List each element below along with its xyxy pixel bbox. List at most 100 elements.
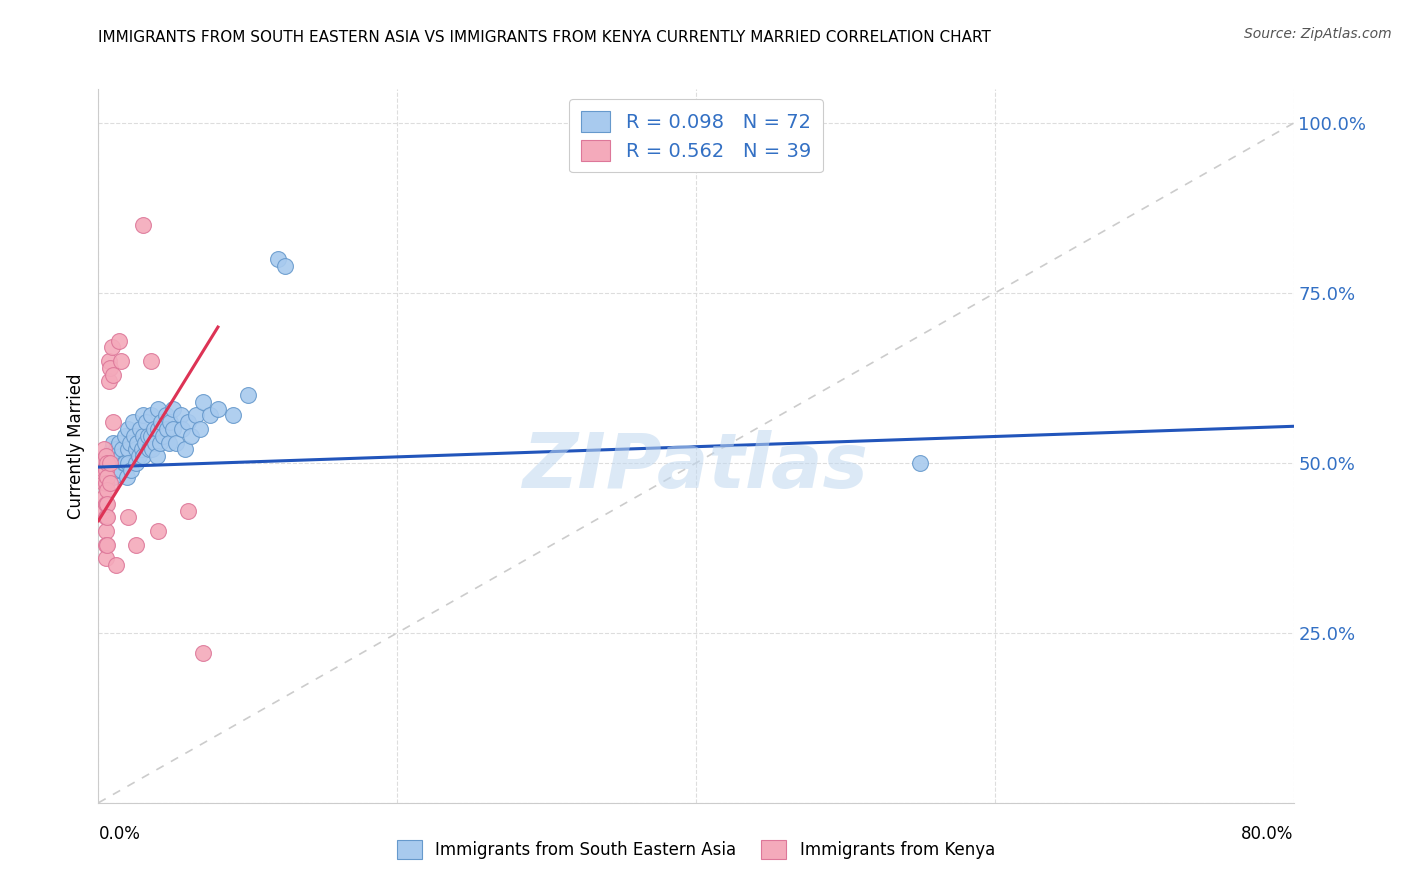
- Point: [103, 368, 125, 382]
- Text: Source: ZipAtlas.com: Source: ZipAtlas.com: [1244, 27, 1392, 41]
- Point: [148, 401, 170, 416]
- Point: [110, 354, 132, 368]
- Point: [184, 409, 207, 423]
- Point: [108, 334, 131, 348]
- Point: [118, 435, 141, 450]
- Point: [103, 456, 125, 470]
- Point: [125, 537, 148, 551]
- Point: [124, 429, 146, 443]
- Point: [157, 435, 180, 450]
- Text: 0.0%: 0.0%: [98, 825, 141, 843]
- Point: [117, 510, 139, 524]
- Point: [117, 442, 139, 457]
- Point: [114, 456, 136, 470]
- Point: [132, 429, 155, 443]
- Point: [121, 415, 143, 429]
- Point: [93, 476, 115, 491]
- Point: [93, 442, 115, 457]
- Point: [91, 469, 114, 483]
- Legend: Immigrants from South Eastern Asia, Immigrants from Kenya: Immigrants from South Eastern Asia, Immi…: [391, 834, 1001, 866]
- Point: [148, 524, 170, 538]
- Point: [94, 537, 117, 551]
- Point: [103, 415, 125, 429]
- Point: [117, 456, 139, 470]
- Point: [172, 422, 194, 436]
- Point: [93, 463, 115, 477]
- Text: 80.0%: 80.0%: [1241, 825, 1294, 843]
- Point: [117, 422, 139, 436]
- Point: [143, 435, 166, 450]
- Point: [138, 442, 160, 457]
- Point: [100, 360, 122, 375]
- Point: [105, 558, 128, 572]
- Text: IMMIGRANTS FROM SOUTH EASTERN ASIA VS IMMIGRANTS FROM KENYA CURRENTLY MARRIED CO: IMMIGRANTS FROM SOUTH EASTERN ASIA VS IM…: [98, 29, 991, 45]
- Point: [125, 456, 148, 470]
- Point: [132, 409, 155, 423]
- Point: [267, 252, 290, 266]
- Point: [94, 456, 117, 470]
- Point: [141, 442, 163, 457]
- Point: [96, 537, 118, 551]
- Point: [177, 415, 200, 429]
- Point: [114, 429, 136, 443]
- Point: [139, 354, 162, 368]
- Point: [127, 435, 149, 450]
- Point: [169, 409, 191, 423]
- Point: [104, 449, 127, 463]
- Point: [94, 551, 117, 566]
- Point: [145, 449, 167, 463]
- Point: [103, 469, 125, 483]
- Point: [180, 429, 202, 443]
- Point: [94, 497, 117, 511]
- Point: [101, 442, 124, 457]
- Point: [100, 476, 122, 491]
- Point: [165, 435, 187, 450]
- Point: [125, 442, 148, 457]
- Point: [200, 409, 222, 423]
- Y-axis label: Currently Married: Currently Married: [67, 373, 86, 519]
- Point: [128, 449, 150, 463]
- Point: [156, 422, 179, 436]
- Point: [94, 524, 117, 538]
- Point: [96, 456, 118, 470]
- Point: [136, 429, 159, 443]
- Point: [91, 456, 114, 470]
- Point: [150, 415, 173, 429]
- Point: [96, 497, 118, 511]
- Point: [96, 483, 118, 498]
- Point: [177, 503, 200, 517]
- Point: [132, 218, 155, 232]
- Point: [148, 422, 170, 436]
- Point: [155, 409, 177, 423]
- Point: [152, 429, 174, 443]
- Point: [131, 442, 153, 457]
- Point: [132, 449, 155, 463]
- Point: [159, 415, 181, 429]
- Point: [100, 463, 122, 477]
- Point: [94, 510, 117, 524]
- Point: [207, 401, 229, 416]
- Point: [94, 449, 117, 463]
- Point: [97, 449, 120, 463]
- Point: [93, 490, 115, 504]
- Point: [110, 449, 132, 463]
- Point: [222, 409, 245, 423]
- Point: [139, 409, 162, 423]
- Text: ZIPatlas: ZIPatlas: [523, 431, 869, 504]
- Point: [101, 341, 124, 355]
- Point: [97, 354, 120, 368]
- Point: [103, 435, 125, 450]
- Point: [111, 442, 134, 457]
- Point: [105, 456, 128, 470]
- Point: [908, 456, 931, 470]
- Point: [129, 422, 152, 436]
- Point: [191, 646, 214, 660]
- Point: [94, 476, 117, 491]
- Point: [174, 442, 197, 457]
- Point: [120, 463, 142, 477]
- Point: [112, 456, 135, 470]
- Point: [107, 463, 129, 477]
- Point: [96, 469, 118, 483]
- Point: [93, 503, 115, 517]
- Point: [139, 429, 162, 443]
